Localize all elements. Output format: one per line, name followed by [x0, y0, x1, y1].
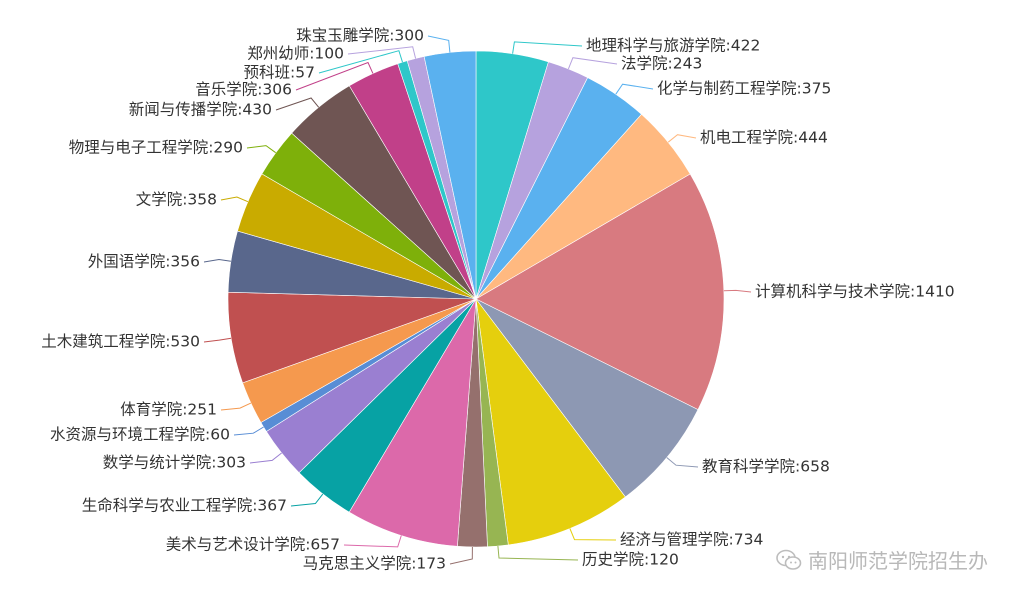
- leader-line: [347, 46, 417, 59]
- slice-label: 机电工程学院:444: [700, 128, 828, 147]
- leader-line: [567, 57, 618, 70]
- slice-label: 预科班:57: [244, 64, 315, 82]
- slice-label: 文学院:358: [136, 190, 217, 209]
- leader-line: [295, 61, 374, 91]
- slice-label: 珠宝玉雕学院:300: [296, 26, 424, 45]
- slice-label: 物理与电子工程学院:290: [69, 138, 243, 157]
- slice-label: 计算机科学与技术学院:1410: [755, 282, 955, 301]
- slice-label: 法学院:243: [621, 54, 702, 73]
- leader-line: [249, 452, 282, 464]
- leader-line: [203, 258, 231, 263]
- slice-label: 地理科学与旅游学院:422: [586, 36, 760, 55]
- pie-slice: [348, 298, 477, 547]
- leader-line: [275, 97, 320, 111]
- slice-label: 生命科学与农业工程学院:367: [82, 496, 287, 515]
- slice-label: 化学与制药工程学院:375: [657, 79, 831, 98]
- leader-line: [233, 426, 264, 436]
- watermark: 南阳师范学院招生办: [776, 545, 988, 574]
- slice-label: 新闻与传播学院:430: [129, 100, 272, 119]
- slice-label: 教育科学学院:658: [702, 457, 830, 476]
- slice-label: 土木建筑工程学院:530: [41, 332, 200, 351]
- leader-line: [220, 402, 252, 411]
- leader-line: [449, 546, 473, 565]
- slice-label: 郑州幼师:100: [247, 45, 344, 63]
- leader-line: [667, 134, 697, 143]
- wechat-icon: [776, 549, 802, 570]
- leader-line: [512, 41, 583, 54]
- leader-line: [246, 145, 276, 154]
- leader-line: [343, 535, 402, 548]
- leader-line: [290, 493, 324, 507]
- leader-line: [723, 289, 752, 293]
- leader-line: [569, 528, 617, 541]
- slice-label: 美术与艺术设计学院:657: [166, 535, 340, 554]
- slice-label: 马克思主义学院:173: [303, 554, 446, 573]
- leader-line: [203, 337, 232, 343]
- slice-label: 经济与管理学院:734: [620, 530, 763, 549]
- leader-line: [615, 83, 654, 95]
- watermark-text: 南阳师范学院招生办: [808, 549, 988, 573]
- slice-label: 外国语学院:356: [88, 252, 200, 271]
- leader-line: [427, 35, 451, 53]
- slice-label: 历史学院:120: [582, 550, 679, 569]
- leader-line: [318, 50, 403, 74]
- leader-line: [666, 457, 699, 468]
- pie-slice: [475, 173, 725, 411]
- slice-label: 水资源与环境工程学院:60: [50, 425, 230, 444]
- pie-slice: [475, 298, 699, 498]
- slice-label: 体育学院:251: [120, 400, 217, 419]
- leader-line: [497, 545, 579, 561]
- leader-line: [220, 196, 249, 203]
- slice-label: 数学与统计学院:303: [103, 453, 246, 472]
- slice-label: 音乐学院:306: [195, 80, 292, 99]
